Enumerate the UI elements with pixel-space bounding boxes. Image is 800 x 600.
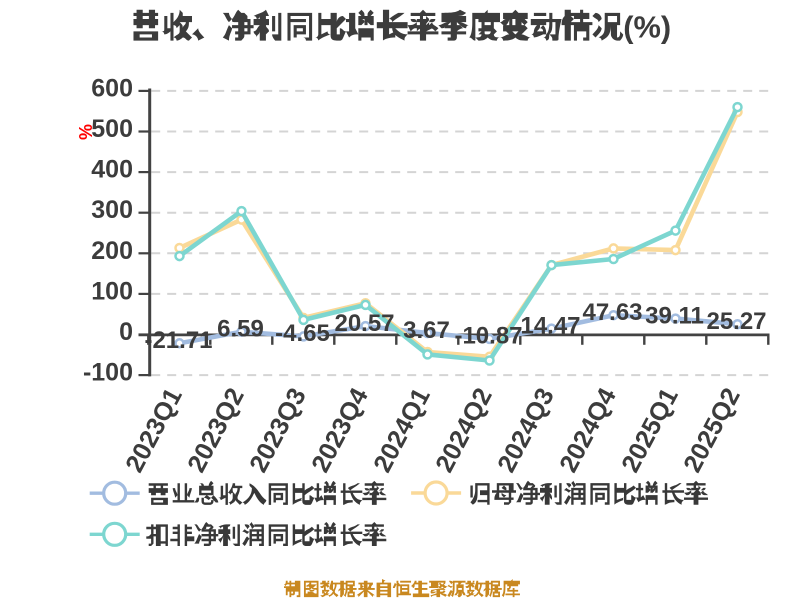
svg-text:6.59: 6.59 bbox=[217, 316, 264, 343]
svg-text:0: 0 bbox=[119, 318, 133, 346]
svg-text:47.63: 47.63 bbox=[582, 299, 642, 326]
svg-text:14.47: 14.47 bbox=[520, 312, 580, 339]
svg-text:20.57: 20.57 bbox=[334, 310, 394, 337]
svg-text:-100: -100 bbox=[83, 359, 133, 387]
svg-text:3.67: 3.67 bbox=[403, 317, 450, 344]
svg-text:-10.87: -10.87 bbox=[454, 323, 522, 350]
svg-text:39.11: 39.11 bbox=[645, 302, 704, 329]
svg-text:100: 100 bbox=[91, 277, 133, 305]
svg-text:300: 300 bbox=[91, 196, 133, 224]
svg-text:-21.71: -21.71 bbox=[144, 327, 212, 354]
svg-text:400: 400 bbox=[91, 156, 133, 184]
svg-text:600: 600 bbox=[91, 74, 133, 102]
svg-text:%: % bbox=[75, 124, 95, 140]
svg-text:-4.65: -4.65 bbox=[275, 320, 330, 347]
svg-text:25.27: 25.27 bbox=[706, 308, 766, 335]
svg-text:200: 200 bbox=[91, 237, 133, 265]
svg-text:500: 500 bbox=[91, 115, 133, 143]
svg-text:(%): (%) bbox=[623, 10, 671, 45]
